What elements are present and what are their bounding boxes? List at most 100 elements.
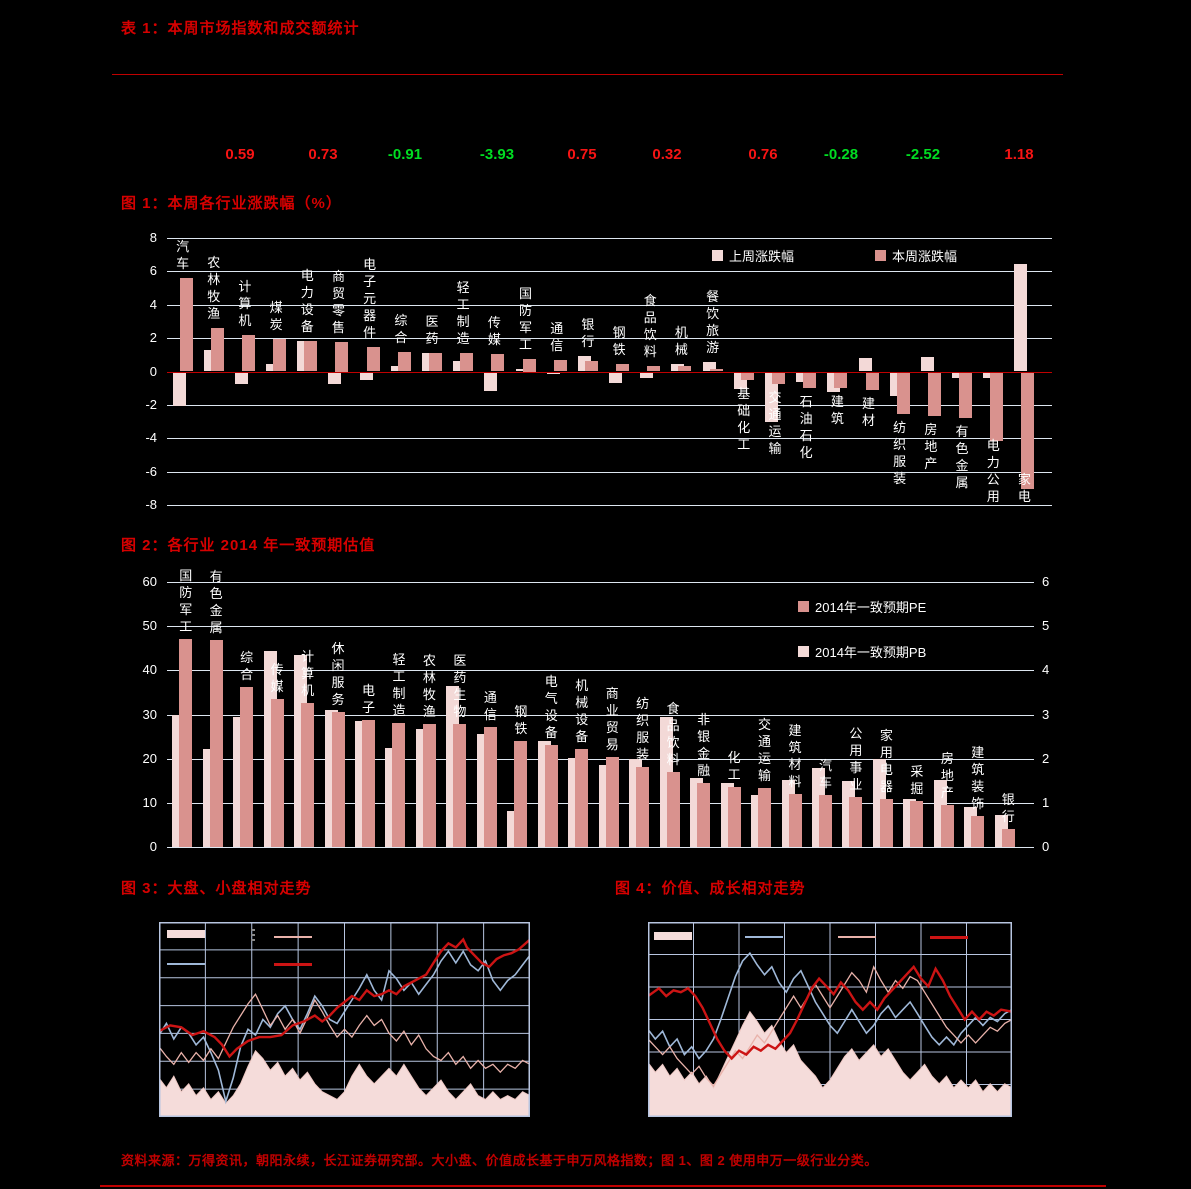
legend-swatch-blue-line [167, 963, 205, 965]
y-axis-tick: -8 [145, 497, 157, 512]
plot-frame [648, 922, 1012, 1117]
bar-pe [818, 794, 832, 847]
left-axis-tick: 20 [142, 750, 157, 766]
legend-swatch-red-line [930, 936, 968, 939]
category-label: 电力公用 [986, 438, 1000, 504]
bar-this-week [460, 353, 474, 372]
left-axis-tick: 30 [142, 706, 157, 722]
category-label: 计算机 [238, 278, 252, 328]
category-label: 农林牧渔 [422, 652, 436, 719]
bar-last-week [858, 358, 872, 372]
grid-line [167, 471, 1052, 473]
bar-pe [910, 800, 924, 847]
blue-line [648, 951, 1012, 1060]
bar-this-week [865, 372, 879, 391]
category-label: 纺织服装 [636, 695, 650, 762]
category-label: 传媒 [270, 662, 284, 695]
bar-last-week [952, 372, 966, 379]
bar-this-week [740, 372, 754, 380]
category-label: 国防军工 [519, 285, 533, 352]
category-label: 家电 [1017, 472, 1031, 504]
bar-this-week [616, 363, 630, 372]
category-label: 采掘 [910, 763, 924, 796]
category-label: 电子 [362, 682, 376, 715]
y-axis-tick: -2 [145, 396, 157, 412]
left-axis-tick: 50 [142, 618, 157, 634]
y-axis-tick: 0 [149, 363, 157, 379]
category-label: 汽车 [176, 239, 190, 272]
blue-line [159, 949, 530, 1105]
category-label: 农林牧渔 [207, 255, 221, 322]
bar-this-week [803, 372, 817, 388]
bar-this-week [241, 334, 255, 372]
bar-pe [422, 723, 436, 847]
bar-this-week [896, 372, 910, 415]
bar-pe [575, 749, 589, 847]
bar-last-week [234, 372, 248, 385]
category-label: 银行 [581, 317, 595, 350]
bar-last-week [702, 362, 716, 372]
legend-label: 2014年一致预期PE [815, 600, 927, 615]
right-axis-tick: 2 [1042, 750, 1050, 766]
category-label: 家用电器 [879, 728, 893, 795]
change-value: 0.75 [567, 146, 597, 163]
grid-line [167, 505, 1052, 506]
bar-this-week [522, 358, 536, 372]
category-label: 电气设备 [544, 673, 558, 740]
bar-this-week [584, 361, 598, 372]
right-axis-tick: 1 [1042, 794, 1050, 810]
category-label: 医药 [425, 314, 439, 347]
category-label: 化工 [727, 750, 741, 783]
legend-label: 本周涨跌幅 [892, 249, 958, 264]
change-value: 0.76 [748, 146, 778, 163]
legend-swatch-pink-line [274, 936, 312, 938]
category-label: 建筑装饰 [971, 744, 985, 811]
category-label: 银行 [1001, 791, 1015, 824]
pink-line [648, 965, 1012, 1087]
bar-last-week [920, 357, 934, 372]
bar-pe [697, 782, 711, 847]
right-axis-tick: 6 [1042, 574, 1050, 589]
category-label: 国防军工 [179, 568, 193, 635]
category-label: 轻工制造 [392, 651, 406, 718]
area-band [648, 1010, 1012, 1117]
table1-title: 表 1：本周市场指数和成交额统计 [121, 20, 360, 37]
bar-this-week [335, 342, 349, 372]
left-axis-tick: 60 [142, 574, 157, 589]
legend-item-pb: 2014年一致预期PB [798, 642, 926, 661]
bar-this-week [210, 328, 224, 372]
category-label: 建筑 [830, 394, 844, 427]
bar-last-week [609, 372, 623, 384]
y-axis-tick: 4 [149, 296, 157, 312]
bottom-divider [100, 1185, 1106, 1187]
change-value: -0.28 [823, 146, 859, 163]
legend-swatch-pink-line [838, 936, 876, 938]
category-label: 非银金融 [697, 711, 711, 778]
grid-line [167, 304, 1052, 306]
bar-this-week [647, 365, 661, 372]
category-label: 休闲服务 [331, 641, 345, 708]
legend-item-this-week: 本周涨跌幅 [875, 246, 957, 265]
category-label: 汽车 [818, 757, 832, 790]
y-axis-tick: -4 [145, 430, 157, 446]
bar-pe [788, 794, 802, 847]
legend-dots [251, 929, 255, 944]
red-line [648, 964, 1012, 1061]
category-label: 医药生物 [453, 653, 467, 720]
grid-line [167, 238, 1052, 239]
legend-swatch-area [167, 930, 205, 938]
bar-pe [636, 766, 650, 847]
red-line [159, 937, 530, 1059]
legend-swatch [798, 646, 809, 657]
bar-last-week [983, 372, 997, 378]
grid-line [167, 271, 1052, 273]
bar-pe [392, 722, 406, 847]
category-label: 通信 [550, 320, 564, 353]
bar-this-week [397, 352, 411, 372]
category-label: 建筑材料 [788, 723, 802, 789]
bar-this-week [179, 278, 193, 372]
bar-pe [666, 772, 680, 847]
bar-last-week [515, 368, 529, 372]
change-value: 0.59 [225, 146, 255, 163]
